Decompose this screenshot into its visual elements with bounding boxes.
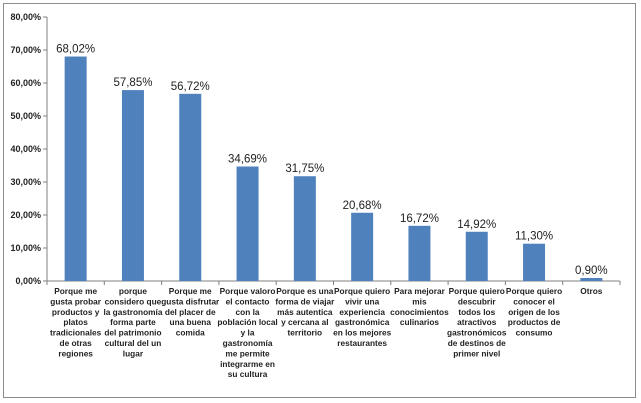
data-label: 11,30% xyxy=(515,231,553,243)
data-label: 20,68% xyxy=(343,200,382,212)
bar xyxy=(121,90,144,281)
category-label: porque considero que la gastronomía forma p… xyxy=(103,286,162,358)
category-labels: Porque me gusta probar productos y platos tr… xyxy=(50,286,603,379)
y-tick-label: 40,00% xyxy=(10,144,41,154)
y-tick-label: 60,00% xyxy=(10,78,41,88)
data-label: 34,69% xyxy=(228,154,267,166)
category-label: Porque me gusta disfrutar del placer de una… xyxy=(161,286,220,338)
y-tick-label: 80,00% xyxy=(10,12,41,22)
data-label: 56,72% xyxy=(171,81,210,93)
data-label: 0,90% xyxy=(575,265,608,277)
category-label: Porque quiero vivir una experiencia gastron… xyxy=(333,286,391,348)
category-label: Porque valoro el contacto con la población … xyxy=(217,286,277,379)
bar xyxy=(465,231,488,281)
chart-frame xyxy=(3,3,636,398)
y-tick-labels: 0,00% 10,00% 20,00% 30,00% 40,00% 50,00% 60,00… xyxy=(10,12,47,286)
category-label: Porque quiero conocer el origen de los prod… xyxy=(506,286,562,338)
y-tick-label: 30,00% xyxy=(10,177,41,187)
category-label: Porque quiero descubrir todos los atractivo… xyxy=(447,286,507,358)
bar xyxy=(408,225,431,281)
bar xyxy=(351,212,374,281)
bars xyxy=(64,56,603,282)
bar xyxy=(236,166,259,281)
data-labels: 68,02% 57,85% 56,72% 34,69% 31,75% 20,68% 16,7… xyxy=(56,44,608,277)
y-tick-label: 50,00% xyxy=(10,111,41,121)
y-tick-label: 0,00% xyxy=(15,276,41,286)
bar xyxy=(64,56,87,282)
y-tick-label: 10,00% xyxy=(10,243,41,253)
category-label: Porque me gusta probar productos y platos tr… xyxy=(50,286,102,358)
category-label: Porque es una forma de viajar más autentic… xyxy=(275,286,335,338)
category-label: Otros xyxy=(580,286,603,296)
data-label: 16,72% xyxy=(400,213,439,225)
data-label: 57,85% xyxy=(113,77,152,89)
bar xyxy=(293,176,316,281)
data-label: 31,75% xyxy=(285,163,324,175)
bar xyxy=(179,93,202,281)
bar xyxy=(523,243,546,281)
category-label: Para mejorar mis conocimientos culinarios xyxy=(390,286,449,327)
data-label: 68,02% xyxy=(56,44,95,56)
data-label: 14,92% xyxy=(457,219,496,231)
bar xyxy=(580,278,603,281)
y-tick-label: 70,00% xyxy=(10,45,41,55)
y-tick-label: 20,00% xyxy=(10,210,41,220)
